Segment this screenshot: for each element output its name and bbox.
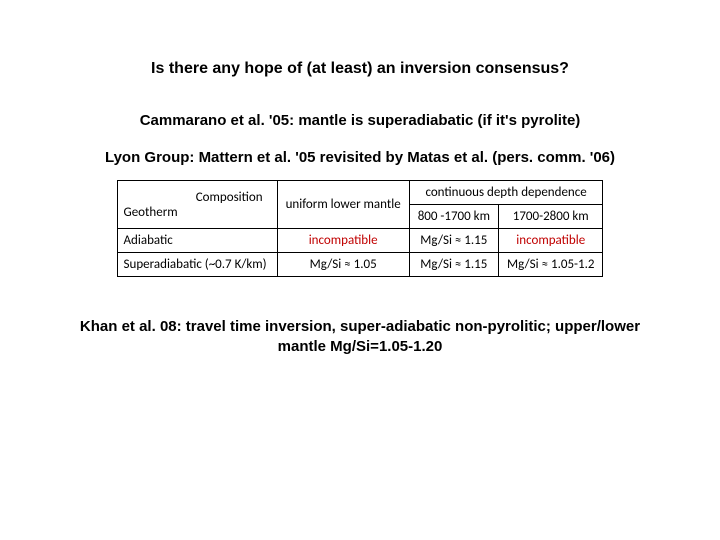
row-adiabatic-label: Adiabatic: [117, 229, 277, 253]
col-1700: 1700-2800 km: [498, 205, 603, 229]
cammarano-line: Cammarano et al. '05: mantle is superadi…: [40, 112, 680, 129]
slide-title: Is there any hope of (at least) an inver…: [40, 60, 680, 78]
col-800: 800 -1700 km: [409, 205, 498, 229]
adiabatic-1700: incompatible: [498, 229, 603, 253]
super-800: Mg/Si ≈ 1.15: [409, 253, 498, 277]
corner-cell: Composition Geotherm: [117, 181, 277, 229]
adiabatic-800: Mg/Si ≈ 1.15: [409, 229, 498, 253]
khan-line: Khan et al. 08: travel time inversion, s…: [40, 317, 680, 358]
corner-top: Composition: [124, 190, 267, 205]
super-uniform: Mg/Si ≈ 1.05: [277, 253, 409, 277]
table-wrap: Composition Geotherm uniform lower mantl…: [40, 180, 680, 277]
col-uniform: uniform lower mantle: [277, 181, 409, 229]
lyon-line: Lyon Group: Mattern et al. '05 revisited…: [40, 149, 680, 166]
row-super-label: Superadiabatic (~0.7 K/km): [117, 253, 277, 277]
corner-bottom: Geotherm: [124, 205, 267, 220]
results-table: Composition Geotherm uniform lower mantl…: [117, 180, 604, 277]
adiabatic-uniform: incompatible: [277, 229, 409, 253]
super-1700: Mg/Si ≈ 1.05-1.2: [498, 253, 603, 277]
col-continuous: continuous depth dependence: [409, 181, 603, 205]
slide: Is there any hope of (at least) an inver…: [0, 0, 720, 540]
